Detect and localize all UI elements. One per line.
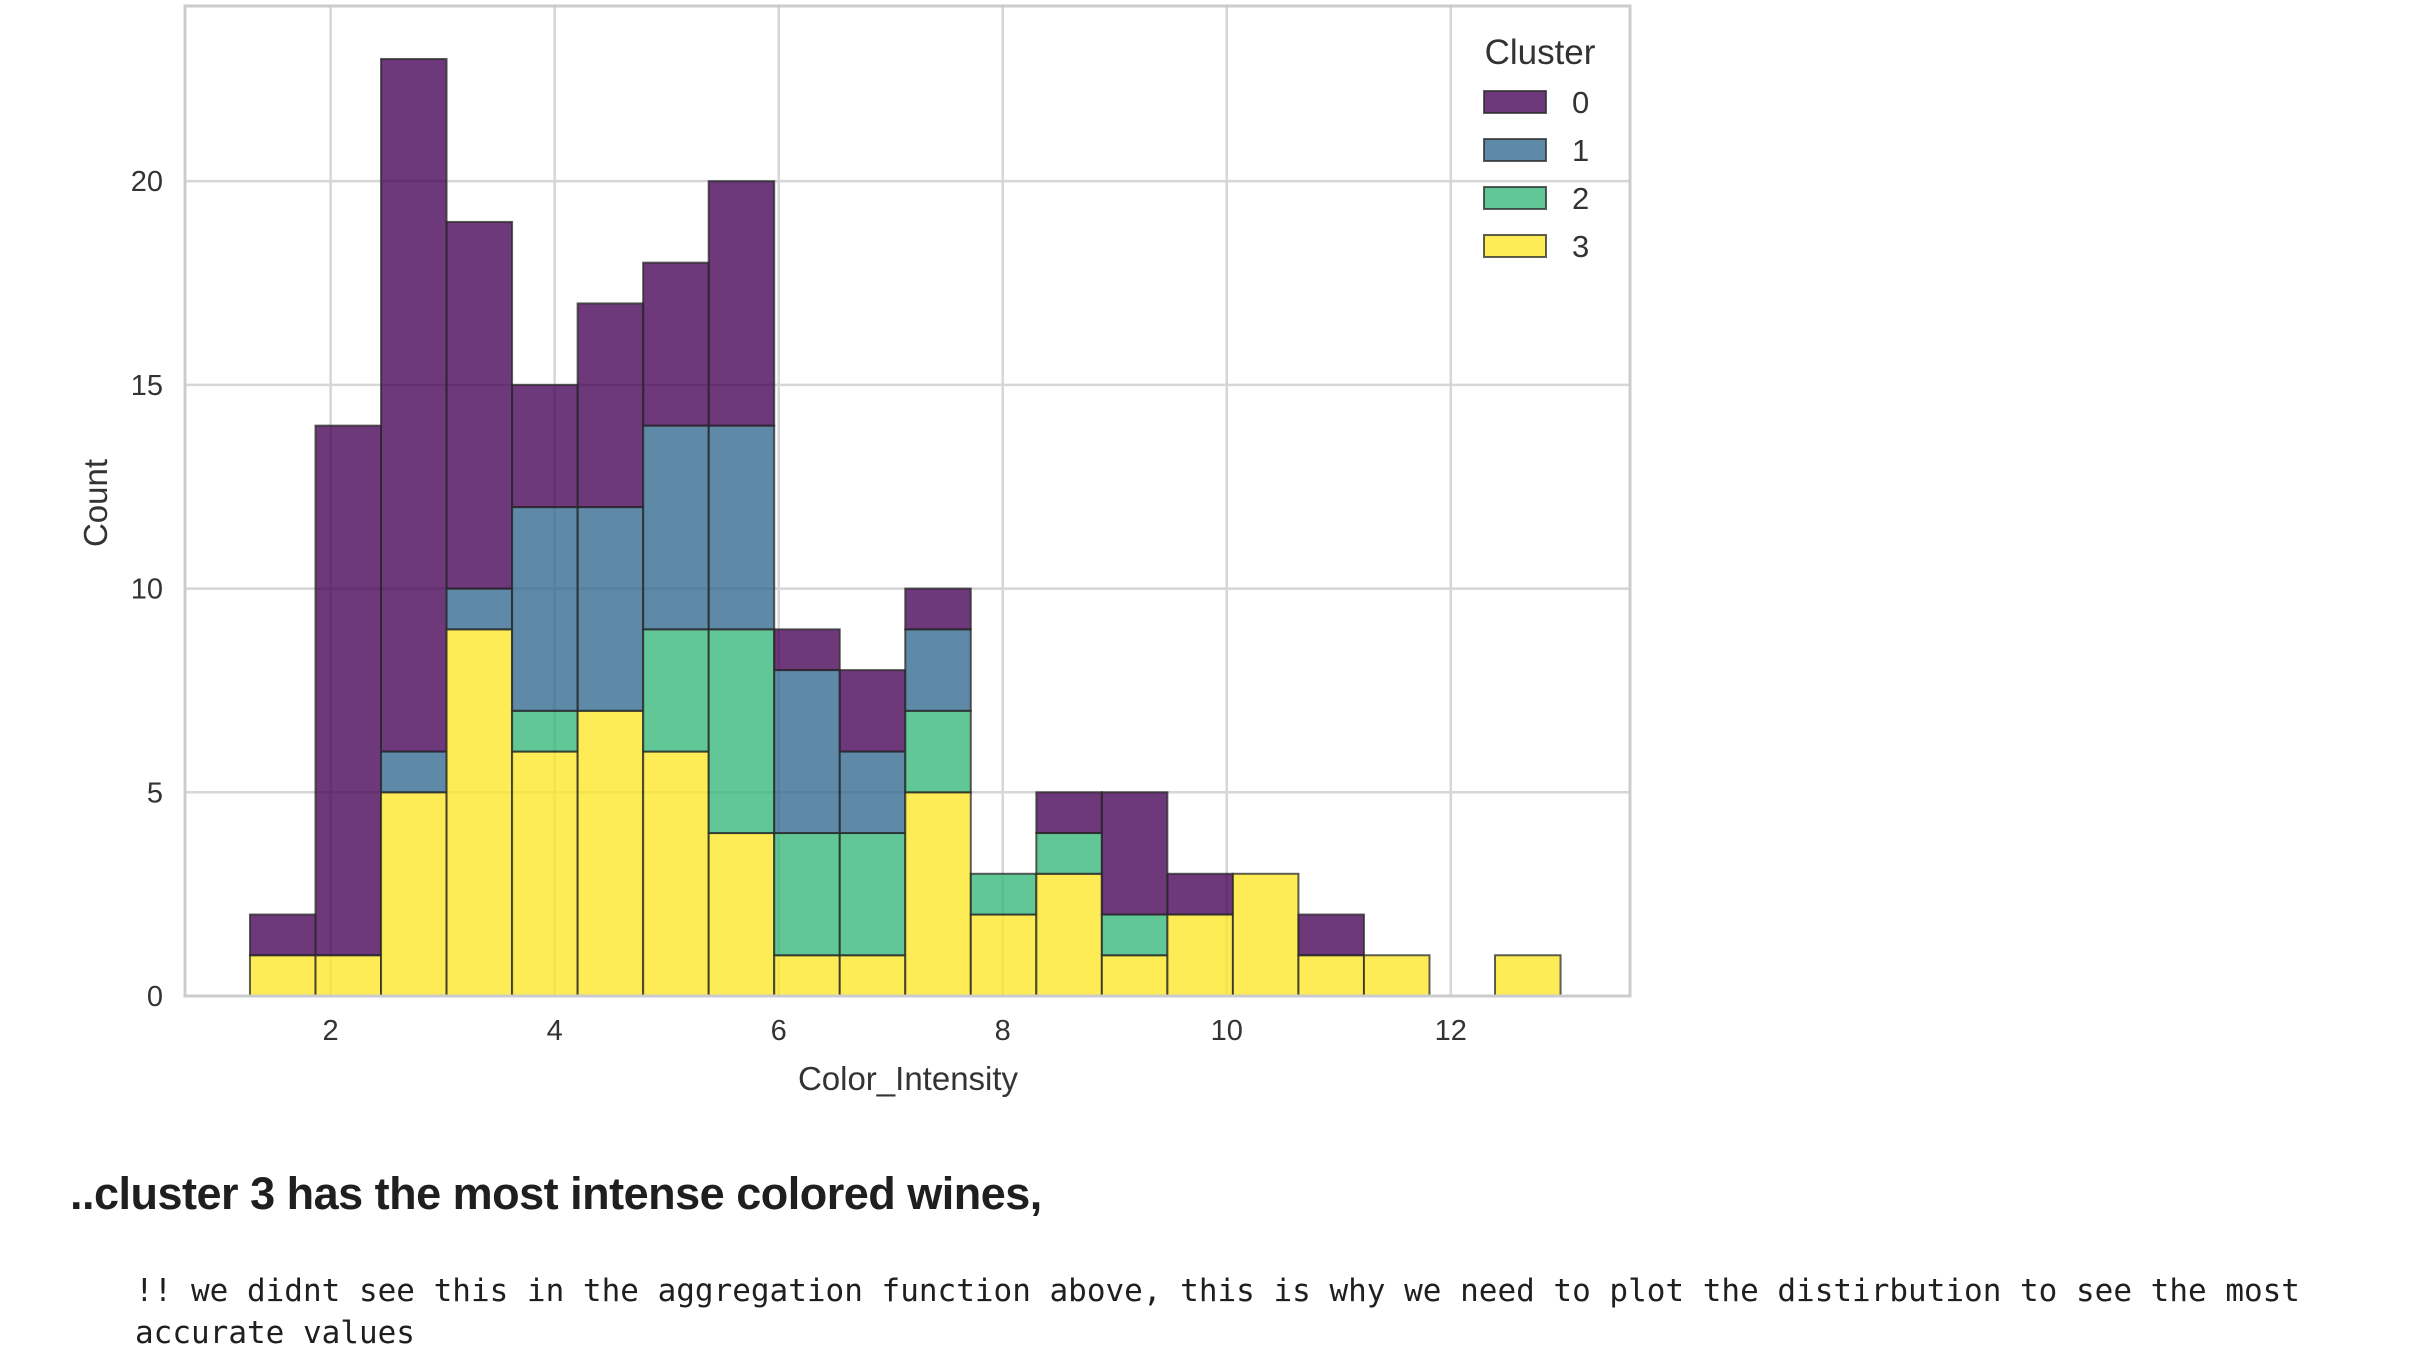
x-tick-label: 6 [771,1015,787,1047]
y-tick-label: 0 [147,981,163,1013]
bar-cluster-2 [969,872,1038,916]
bar-cluster-3 [1494,954,1562,998]
bar-cluster-2 [904,709,972,794]
bar-cluster-0 [380,57,448,753]
bar-cluster-0 [576,302,645,509]
legend-swatch-2 [1483,186,1547,210]
legend-swatch-3 [1483,234,1547,258]
bar-cluster-1 [904,628,972,712]
legend-title: Cluster [1485,33,1596,72]
bar-cluster-3 [1100,954,1169,998]
y-tick-label: 15 [131,370,163,402]
bar-cluster-0 [904,587,972,631]
bar-cluster-1 [445,587,514,631]
bar-cluster-3 [1362,954,1431,998]
bar-cluster-0 [511,383,579,509]
bar-cluster-0 [314,424,383,957]
bar-cluster-3 [904,791,972,998]
bar-cluster-3 [576,709,645,997]
x-axis-label: Color_Intensity [798,1060,1019,1097]
y-tick-label: 20 [131,166,163,198]
x-tick-label: 2 [323,1015,339,1047]
bar-cluster-2 [642,628,710,753]
bar-cluster-1 [838,750,907,835]
note-text: !! we didnt see this in the aggregation … [135,1273,2319,1351]
legend-label-1: 1 [1572,133,1589,168]
bar-cluster-3 [707,832,776,998]
bar-cluster-3 [511,750,579,997]
bar-cluster-0 [248,913,317,957]
legend: Cluster 0 1 2 3 [1483,33,1596,264]
bar-cluster-0 [1100,791,1169,916]
bar-cluster-0 [707,180,776,427]
legend-label-3: 3 [1572,229,1589,264]
bar-cluster-3 [969,913,1038,997]
bar-cluster-0 [1297,913,1365,957]
x-tick-label: 12 [1435,1015,1467,1047]
bar-cluster-3 [838,954,907,998]
x-tick-labels: 2 4 6 8 10 12 [323,1015,1467,1047]
bar-cluster-2 [773,832,841,957]
bar-cluster-3 [773,954,841,998]
legend-label-2: 2 [1572,181,1589,216]
bar-cluster-0 [1166,872,1234,916]
bar-cluster-3 [1035,872,1103,997]
section-heading: ..cluster 3 has the most intense colored… [70,1168,1042,1219]
bar-cluster-1 [707,424,776,631]
bar-cluster-1 [380,750,448,794]
bar-cluster-3 [380,791,448,998]
legend-label-0: 0 [1572,85,1589,120]
bar-cluster-3 [642,750,710,997]
bar-cluster-2 [707,628,776,835]
bar-cluster-0 [445,220,514,590]
bar-cluster-0 [773,628,841,672]
bar-cluster-3 [1166,913,1234,997]
bar-cluster-3 [445,628,514,997]
y-tick-label: 10 [131,574,163,606]
bar-cluster-1 [511,506,579,712]
bar-cluster-2 [1100,913,1169,957]
plot-frame [183,4,1632,998]
bar-cluster-1 [642,424,710,631]
bar-cluster-2 [838,832,907,957]
bar-cluster-1 [576,506,645,712]
x-tick-label: 4 [547,1015,563,1047]
bars [248,57,1562,998]
y-tick-labels: 0 5 10 15 20 [131,166,163,1013]
bar-cluster-3 [1231,872,1300,997]
legend-swatch-1 [1483,138,1547,162]
bar-cluster-3 [1297,954,1365,998]
legend-swatch-0 [1483,90,1547,114]
bar-cluster-0 [642,261,710,427]
x-tick-label: 8 [995,1015,1011,1047]
bar-cluster-3 [248,954,317,998]
bar-cluster-1 [773,669,841,835]
bar-cluster-0 [1035,791,1103,835]
bar-cluster-0 [838,669,907,753]
bar-cluster-3 [314,954,383,998]
y-axis-label: Count [77,459,114,547]
bar-cluster-2 [1035,832,1103,875]
y-tick-label: 5 [147,777,163,809]
bar-cluster-2 [511,709,579,753]
x-tick-label: 10 [1211,1015,1243,1047]
